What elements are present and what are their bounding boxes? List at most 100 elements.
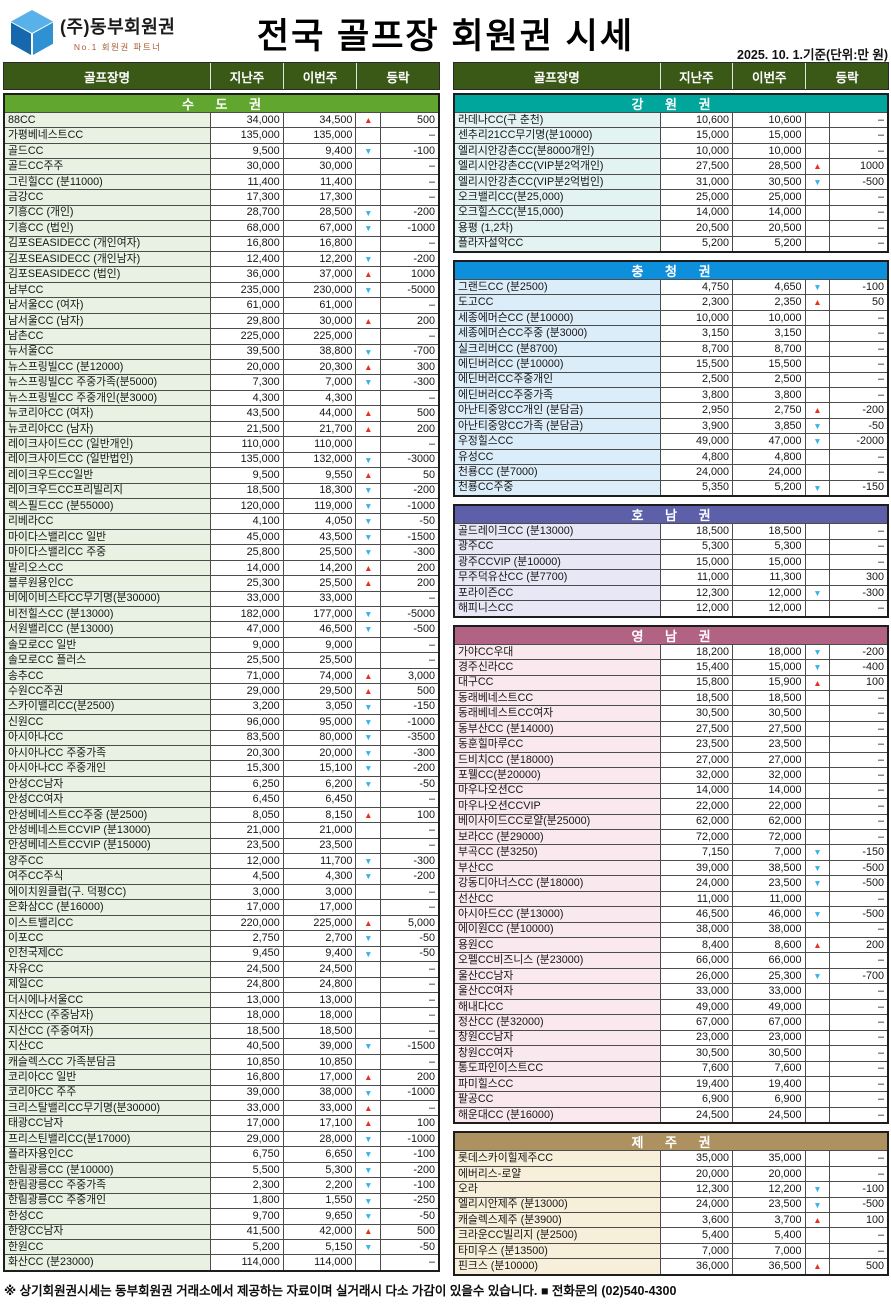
this-week-price: 23,500: [733, 737, 806, 752]
no-change-cell: [805, 814, 831, 829]
up-triangle-icon: ▲: [356, 1070, 382, 1085]
course-name: 해운대CC (분16000): [455, 1107, 661, 1123]
last-week-price: 13,000: [211, 992, 284, 1008]
down-triangle-icon: ▼: [356, 869, 382, 884]
table-row: 에버리스-로얄 20,000 20,000–: [455, 1165, 887, 1182]
course-name: 화산CC (분23000): [5, 1255, 212, 1270]
last-week-price: 12,000: [660, 601, 734, 616]
down-triangle-icon: ▼: [356, 1178, 382, 1193]
course-name: 포라이즌CC: [455, 585, 661, 601]
no-change-cell: [805, 752, 831, 768]
change-value: –: [830, 326, 887, 341]
down-triangle-icon: ▼: [805, 644, 831, 660]
last-week-price: 68,000: [211, 221, 284, 236]
change-value: -400: [830, 660, 887, 675]
table-row: 마이다스밸리CC 일반 45,000 43,500 ▼ -1500: [5, 528, 439, 545]
this-week-price: 135,000: [283, 128, 357, 143]
last-week-price: 20,300: [211, 745, 284, 761]
region-section: 호 남 권 골드레이크CC (분13000) 18,500 18,500– 광주CC 5,…: [453, 504, 889, 618]
course-name: 남부CC: [5, 282, 212, 298]
course-name: 에이치원클럽(구. 덕평CC): [5, 884, 212, 900]
change-value: –: [830, 721, 887, 737]
this-week-price: 67,000: [733, 1015, 806, 1030]
company-logo: (주)동부회원권 No.1 회원권 파트너: [10, 9, 175, 56]
up-triangle-icon: ▲: [805, 295, 831, 310]
this-week-price: 24,000: [733, 465, 806, 480]
course-name: 플라자용인CC: [5, 1147, 212, 1162]
this-week-price: 9,650: [283, 1209, 357, 1224]
table-row: 실크리버CC (분8700) 8,700 8,700–: [455, 340, 887, 357]
table-row: 광주CC 5,300 5,300–: [455, 538, 887, 554]
last-week-price: 110,000: [211, 437, 284, 452]
change-value: –: [830, 1243, 887, 1259]
table-row: 가평베네스트CC 135,000 135,000–: [5, 127, 439, 143]
table-row: 용평 (1,2차) 20,500 20,500–: [455, 220, 887, 236]
last-week-price: 18,500: [211, 483, 284, 498]
course-name: 더시에나서울CC: [5, 992, 212, 1008]
change-value: –: [830, 1061, 887, 1076]
change-value: –: [830, 752, 887, 768]
course-name: 캐슬렉스제주 (분3900): [455, 1213, 661, 1228]
this-week-price: 119,000: [283, 498, 357, 514]
this-week-price: 12,000: [733, 601, 806, 616]
last-week-price: 72,000: [660, 829, 734, 845]
down-triangle-icon: ▼: [356, 514, 382, 529]
no-change-cell: [805, 1166, 831, 1182]
no-change-cell: [805, 783, 831, 799]
last-week-price: 22,000: [660, 799, 734, 814]
course-name: 은화삼CC (분16000): [5, 900, 212, 915]
region-header: 충 청 권: [455, 261, 887, 279]
table-row: 기흥CC (개인) 28,700 28,500 ▼ -200: [5, 204, 439, 221]
last-week-price: 24,000: [660, 876, 734, 891]
last-week-price: 36,000: [211, 267, 284, 282]
down-triangle-icon: ▼: [356, 1162, 382, 1178]
this-week-price: 23,500: [733, 876, 806, 891]
this-week-price: 20,300: [283, 360, 357, 375]
course-name: 스카이밸리CC(분2500): [5, 699, 212, 715]
table-row: 골드레이크CC (분13000) 18,500 18,500–: [455, 523, 887, 539]
course-name: 세종에머슨CC (분10000): [455, 310, 661, 326]
this-week-price: 2,750: [733, 403, 806, 418]
this-week-price: 5,200: [733, 480, 806, 496]
last-week-price: 14,000: [660, 783, 734, 799]
down-triangle-icon: ▼: [356, 946, 382, 962]
no-change-cell: [805, 1076, 831, 1092]
page-header: (주)동부회원권 No.1 회원권 파트너 전국 골프장 회원권 시세 2025…: [0, 0, 891, 62]
this-week-price: 15,000: [733, 660, 806, 675]
this-week-price: 62,000: [733, 814, 806, 829]
this-week-price: 14,200: [283, 560, 357, 576]
down-triangle-icon: ▼: [805, 279, 831, 295]
this-week-price: 5,300: [733, 539, 806, 554]
last-week-price: 29,000: [211, 684, 284, 699]
course-name: 비에이비스타CC무기명(분30000): [5, 591, 212, 606]
course-name: 유성CC: [455, 449, 661, 465]
change-value: -200: [830, 644, 887, 660]
change-value: -50: [381, 1239, 439, 1255]
this-week-price: 6,450: [283, 792, 357, 807]
last-week-price: 10,000: [660, 310, 734, 326]
no-change-cell: [805, 190, 831, 205]
this-week-price: 38,500: [733, 860, 806, 876]
course-name: 세종에머슨CC주중 (분3000): [455, 326, 661, 341]
course-name: 우정힐스CC: [455, 434, 661, 449]
change-value: –: [830, 999, 887, 1015]
change-value: 100: [830, 675, 887, 690]
change-value: –: [830, 953, 887, 968]
up-triangle-icon: ▲: [356, 1101, 382, 1116]
course-name: 안성CC남자: [5, 776, 212, 792]
course-name: 여주CC주식: [5, 869, 212, 884]
table-row: 캐슬렉스제주 (분3900) 3,600 3,700 ▲ 100: [455, 1212, 887, 1228]
no-change-cell: [805, 388, 831, 403]
this-week-price: 3,150: [733, 326, 806, 341]
table-row: 해피니스CC 12,000 12,000–: [455, 600, 887, 616]
table-row: 지산CC 40,500 39,000 ▼ -1500: [5, 1038, 439, 1054]
table-row: 더시에나서울CC 13,000 13,000–: [5, 991, 439, 1008]
course-name: 뉴스프링빌CC 주중가족(분5000): [5, 375, 212, 390]
last-week-price: 26,000: [660, 968, 734, 984]
table-row: 김포SEASIDECC (개인남자) 12,400 12,200 ▼ -200: [5, 250, 439, 267]
change-value: –: [381, 390, 439, 406]
no-change-cell: [805, 524, 831, 539]
this-week-price: 42,000: [283, 1224, 357, 1239]
this-week-price: 6,650: [283, 1147, 357, 1162]
course-name: 드비치CC (분18000): [455, 752, 661, 768]
